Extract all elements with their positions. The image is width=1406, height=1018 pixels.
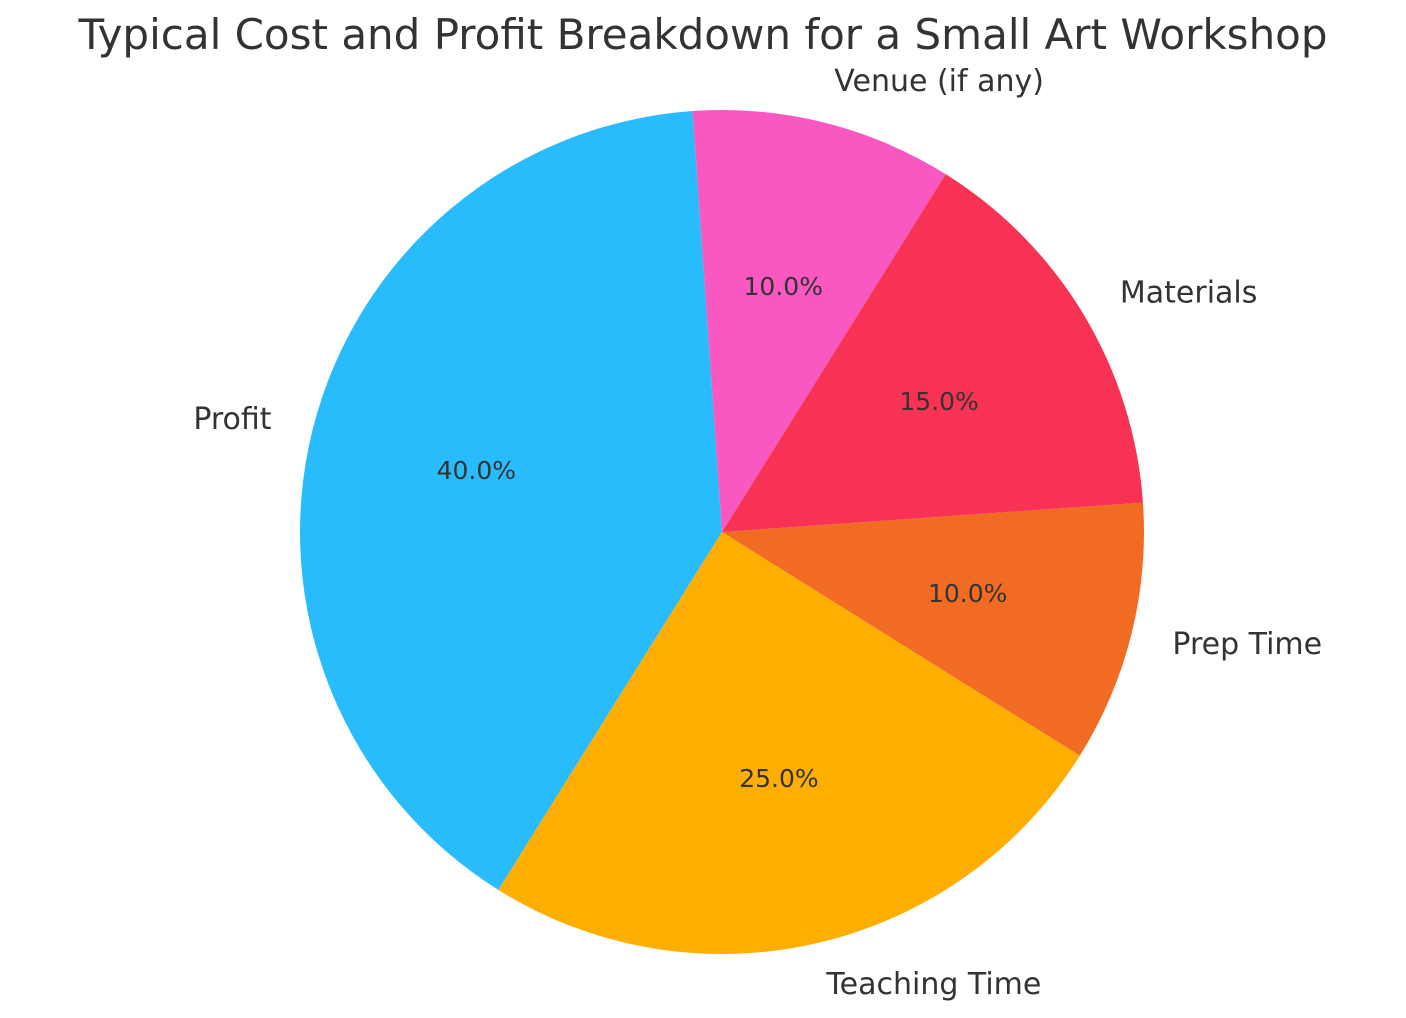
slice-label-venue-if-any: Venue (if any) [834, 64, 1044, 99]
slice-label-prep-time: Prep Time [1172, 627, 1322, 662]
slice-label-materials: Materials [1120, 275, 1258, 310]
pie-slice-materials [722, 174, 1143, 532]
pie-slice-prep-time [722, 502, 1144, 756]
slice-label-teaching-time: Teaching Time [825, 967, 1041, 1002]
pct-label-venue-if-any: 10.0% [744, 272, 823, 301]
pct-label-prep-time: 10.0% [928, 579, 1007, 608]
pct-label-teaching-time: 25.0% [739, 764, 818, 793]
slice-label-profit: Profit [193, 402, 271, 437]
pie-slice-venue-if-any [692, 109, 946, 532]
pct-label-materials: 15.0% [899, 387, 978, 416]
chart-title: Typical Cost and Profit Breakdown for a … [78, 10, 1328, 59]
pie-slice-profit [299, 111, 722, 890]
pie-slices [299, 109, 1144, 954]
pie-labels: Profit 40.0% Teaching Time 25.0% Prep Time 10… [193, 64, 1322, 1002]
pie-slice-teaching-time [498, 532, 1080, 954]
pct-label-profit: 40.0% [437, 456, 516, 485]
